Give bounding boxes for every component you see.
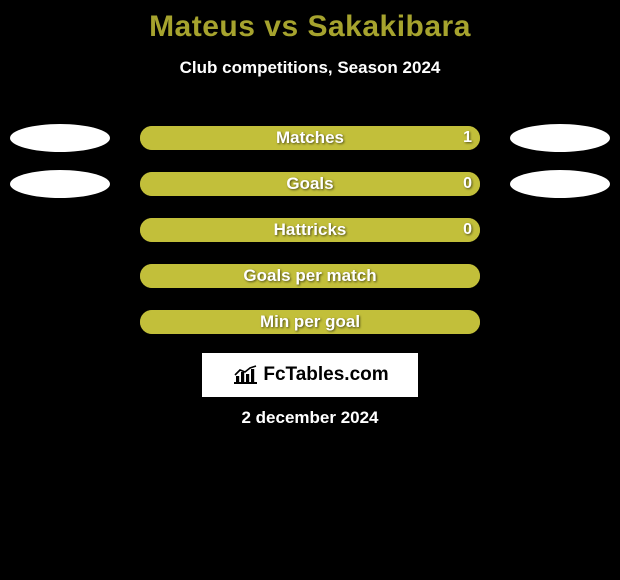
stat-bar: Matches [140,126,480,150]
stat-bar: Hattricks [140,218,480,242]
page-subtitle: Club competitions, Season 2024 [0,58,620,78]
stat-rows: Matches1Goals0Hattricks0Goals per matchM… [0,118,620,348]
stat-bar: Goals [140,172,480,196]
right-marker [510,124,610,152]
stat-bar: Min per goal [140,310,480,334]
stat-row: Min per goal [0,302,620,348]
stat-label: Goals per match [140,264,480,288]
stat-row: Goals per match [0,256,620,302]
right-marker [510,170,610,198]
stat-row: Hattricks0 [0,210,620,256]
chart-icon [231,364,259,386]
stat-value-right: 0 [463,172,472,196]
comparison-card: Mateus vs Sakakibara Club competitions, … [0,0,620,580]
stat-label: Min per goal [140,310,480,334]
stat-label: Matches [140,126,480,150]
page-title: Mateus vs Sakakibara [0,0,620,44]
stat-value-right: 1 [463,126,472,150]
stat-row: Goals0 [0,164,620,210]
logo-text: FcTables.com [263,364,388,386]
stat-value-right: 0 [463,218,472,242]
left-marker [10,124,110,152]
stat-bar: Goals per match [140,264,480,288]
stat-label: Goals [140,172,480,196]
footer-date: 2 december 2024 [0,408,620,428]
left-marker [10,170,110,198]
stat-row: Matches1 [0,118,620,164]
stat-label: Hattricks [140,218,480,242]
logo-box: FcTables.com [202,353,418,397]
